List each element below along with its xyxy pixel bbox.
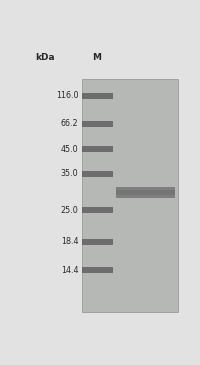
Text: 35.0: 35.0 [61, 169, 78, 178]
Bar [82, 121, 113, 127]
Bar [82, 79, 178, 312]
Text: 25.0: 25.0 [61, 206, 78, 215]
Text: 14.4: 14.4 [61, 266, 78, 274]
Text: 116.0: 116.0 [56, 91, 78, 100]
Bar [82, 267, 113, 273]
Bar [82, 146, 113, 152]
Text: 18.4: 18.4 [61, 238, 78, 246]
Bar [82, 93, 113, 99]
Text: 45.0: 45.0 [61, 145, 78, 154]
Bar [82, 170, 113, 177]
Bar [82, 239, 113, 245]
Text: kDa: kDa [35, 53, 55, 62]
Text: 66.2: 66.2 [61, 119, 78, 128]
Text: M: M [92, 53, 101, 62]
Bar [116, 187, 175, 198]
Bar [82, 207, 113, 213]
Bar [116, 190, 175, 195]
